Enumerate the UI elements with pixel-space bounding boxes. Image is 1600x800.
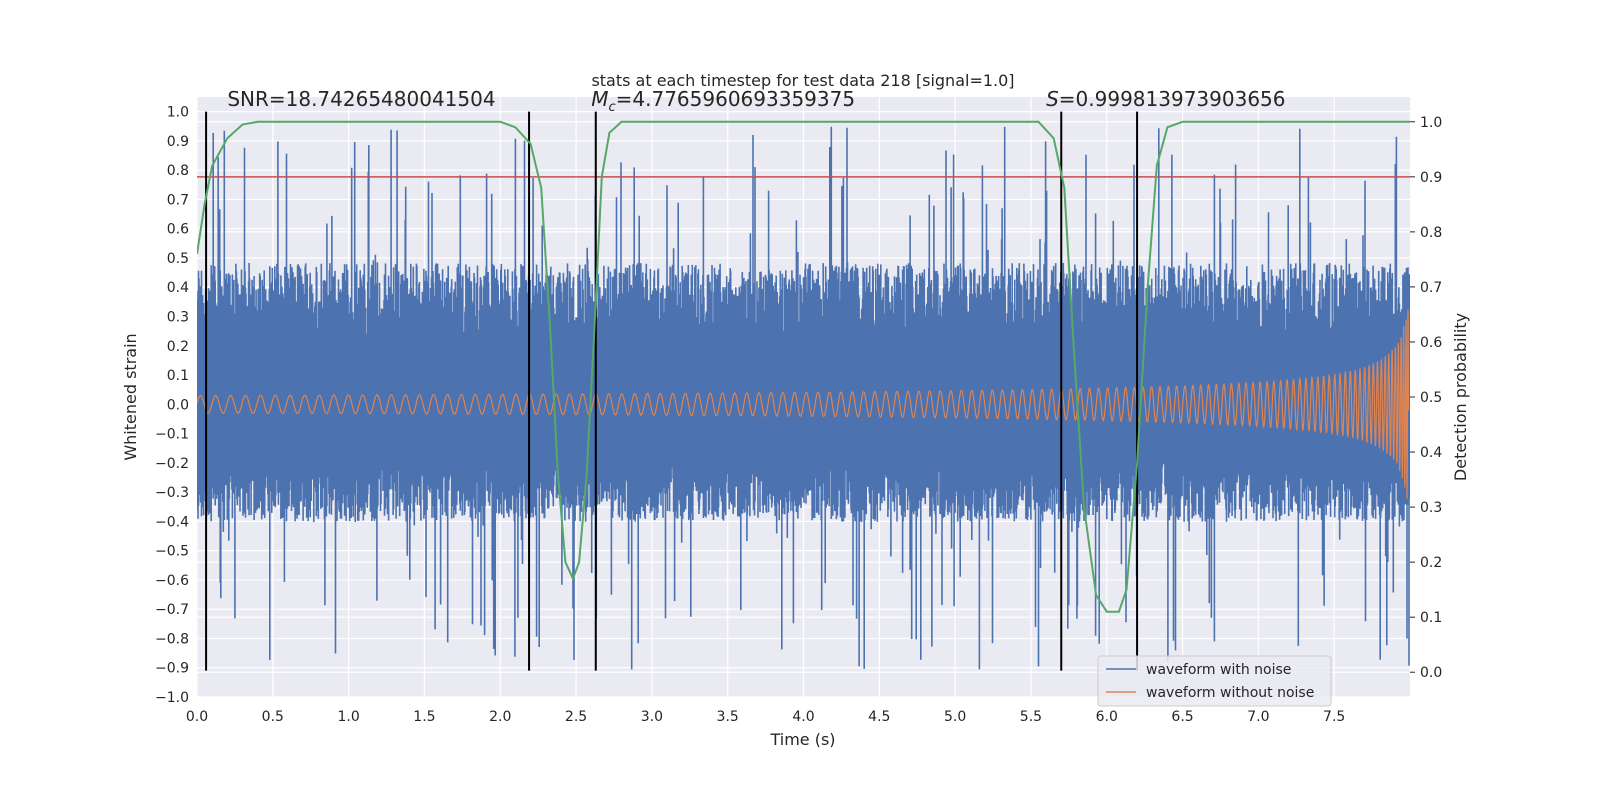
y-tick-label: −0.9 xyxy=(155,661,189,677)
x-tick-label: 6.5 xyxy=(1171,709,1193,725)
series-detection-probability xyxy=(197,120,1410,613)
x-axis-label: Time (s) xyxy=(769,730,835,749)
y-tick-label: 0.5 xyxy=(167,251,189,267)
y-tick-label: 1.0 xyxy=(167,105,189,121)
y2-tick-label: 0.5 xyxy=(1420,390,1442,406)
y-tick-label: −0.6 xyxy=(155,573,189,589)
x-tick-label: 2.5 xyxy=(565,709,587,725)
x-tick-label: 1.5 xyxy=(413,709,435,725)
y2-tick-label: 0.0 xyxy=(1420,665,1442,681)
legend-box xyxy=(1097,655,1332,707)
y-tick-label: 0.7 xyxy=(167,192,189,208)
series-waveform-without-noise xyxy=(197,309,1410,500)
legend: waveform with noise waveform without noi… xyxy=(1097,655,1332,707)
x-tick-label: 0.0 xyxy=(186,709,208,725)
annotation-chirp-mass-symbol: M xyxy=(591,87,608,111)
y-tick-label: −0.8 xyxy=(155,631,189,647)
y2-tick-label: 0.2 xyxy=(1420,555,1442,571)
y2-tick-label: 0.1 xyxy=(1420,610,1442,626)
x-tick-label: 7.0 xyxy=(1247,709,1269,725)
x-tick-label: 4.0 xyxy=(792,709,814,725)
annotation-s: S=0.999813973903656 xyxy=(1046,87,1285,111)
x-tick-label: 1.0 xyxy=(337,709,359,725)
legend-label-clean: waveform without noise xyxy=(1146,685,1314,701)
annotation-chirp-mass-value: =4.7765960693359375 xyxy=(616,87,855,111)
x-tick-label: 3.5 xyxy=(717,709,739,725)
y-tick-label: 0.2 xyxy=(167,339,189,355)
y-tick-label: −0.7 xyxy=(155,602,189,618)
y2-tick-label: 0.6 xyxy=(1420,335,1442,351)
y2-tick-label: 1.0 xyxy=(1420,115,1442,131)
y-tick-label: 0.6 xyxy=(167,222,189,238)
y-axis-ticks: 1.0 0.9 0.8 0.7 0.6 0.5 0.4 0.3 0.2 0.1 0.0 −0.1 −0.… xyxy=(155,105,189,706)
y-tick-label: −0.2 xyxy=(155,456,189,472)
x-tick-label: 4.5 xyxy=(868,709,890,725)
x-tick-label: 6.0 xyxy=(1096,709,1118,725)
annotation-snr: SNR=18.74265480041504 xyxy=(227,87,495,111)
x-tick-label: 5.5 xyxy=(1020,709,1042,725)
y-tick-label: 0.9 xyxy=(167,134,189,150)
y2-axis-label: Detection probability xyxy=(1451,313,1470,481)
x-tick-label: 3.0 xyxy=(641,709,663,725)
y2-tick-label: 0.9 xyxy=(1420,170,1442,186)
annotation-s-symbol: S xyxy=(1046,87,1059,111)
chart-title: stats at each timestep for test data 218… xyxy=(591,71,1014,90)
y-tick-label: −1.0 xyxy=(155,690,189,706)
annotation-s-value: =0.999813973903656 xyxy=(1059,87,1286,111)
y-tick-label: 0.0 xyxy=(167,397,189,413)
y-tick-label: 0.4 xyxy=(167,280,189,296)
y-tick-label: 0.8 xyxy=(167,163,189,179)
y-tick-label: −0.4 xyxy=(155,514,189,530)
y2-tick-label: 0.8 xyxy=(1420,225,1442,241)
annotation-chirp-mass: Mc=4.7765960693359375 xyxy=(591,87,855,115)
y-tick-label: −0.1 xyxy=(155,427,189,443)
x-axis-ticks: 0.0 0.5 1.0 1.5 2.0 2.5 3.0 3.5 4.0 4.5 5.0 5.5 6.0 6… xyxy=(186,709,1345,725)
y-tick-label: −0.5 xyxy=(155,544,189,560)
y2-tick-label: 0.4 xyxy=(1420,445,1442,461)
annotation-chirp-mass-subscript: c xyxy=(608,100,615,115)
x-tick-label: 5.0 xyxy=(944,709,966,725)
window-boundaries xyxy=(205,111,1139,671)
y2-tick-label: 0.7 xyxy=(1420,280,1442,296)
y-tick-label: 0.1 xyxy=(167,368,189,384)
y-tick-label: 0.3 xyxy=(167,310,189,326)
x-tick-label: 2.0 xyxy=(489,709,511,725)
x-tick-label: 7.5 xyxy=(1323,709,1345,725)
x-tick-label: 0.5 xyxy=(262,709,284,725)
annotations: SNR=18.74265480041504 Mc=4.7765960693359… xyxy=(227,87,1285,115)
legend-label-noise: waveform with noise xyxy=(1146,662,1291,678)
y2-tick-label: 0.3 xyxy=(1420,500,1442,516)
y-axis-label: Whitened strain xyxy=(121,333,140,460)
y2-axis-ticks: 1.0 0.9 0.8 0.7 0.6 0.5 0.4 0.3 0.2 0.1 0.0 xyxy=(1410,115,1442,681)
y-tick-label: −0.3 xyxy=(155,485,189,501)
